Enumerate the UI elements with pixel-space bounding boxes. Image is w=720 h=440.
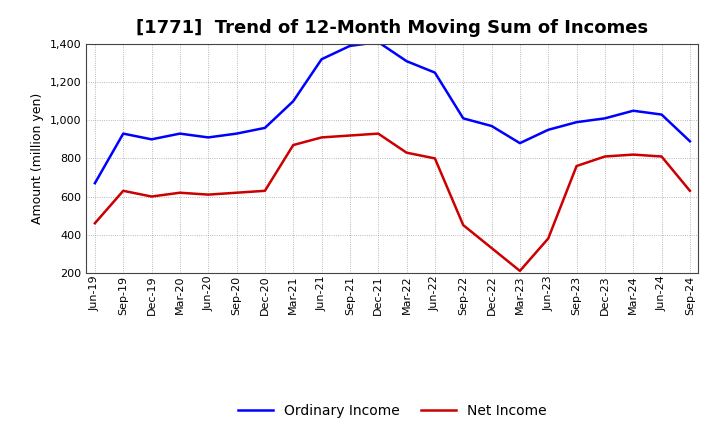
- Net Income: [572, 163, 581, 169]
- Ordinary Income: [431, 70, 439, 75]
- Net Income: [119, 188, 127, 194]
- Ordinary Income: [459, 116, 467, 121]
- Title: [1771]  Trend of 12-Month Moving Sum of Incomes: [1771] Trend of 12-Month Moving Sum of I…: [136, 19, 649, 37]
- Ordinary Income: [600, 116, 609, 121]
- Net Income: [148, 194, 156, 199]
- Net Income: [487, 246, 496, 251]
- Ordinary Income: [629, 108, 637, 114]
- Ordinary Income: [148, 137, 156, 142]
- Net Income: [629, 152, 637, 157]
- Net Income: [374, 131, 382, 136]
- Ordinary Income: [544, 127, 552, 132]
- Net Income: [176, 190, 184, 195]
- Net Income: [318, 135, 326, 140]
- Line: Ordinary Income: Ordinary Income: [95, 42, 690, 183]
- Ordinary Income: [487, 123, 496, 128]
- Net Income: [289, 143, 297, 148]
- Ordinary Income: [261, 125, 269, 131]
- Line: Net Income: Net Income: [95, 134, 690, 271]
- Net Income: [431, 156, 439, 161]
- Ordinary Income: [233, 131, 241, 136]
- Legend: Ordinary Income, Net Income: Ordinary Income, Net Income: [233, 399, 552, 424]
- Ordinary Income: [374, 40, 382, 45]
- Ordinary Income: [91, 180, 99, 186]
- Ordinary Income: [346, 43, 354, 48]
- Ordinary Income: [119, 131, 127, 136]
- Ordinary Income: [516, 140, 524, 146]
- Net Income: [600, 154, 609, 159]
- Net Income: [402, 150, 411, 155]
- Ordinary Income: [572, 120, 581, 125]
- Net Income: [233, 190, 241, 195]
- Ordinary Income: [176, 131, 184, 136]
- Ordinary Income: [657, 112, 666, 117]
- Net Income: [544, 236, 552, 241]
- Net Income: [346, 133, 354, 138]
- Y-axis label: Amount (million yen): Amount (million yen): [32, 93, 45, 224]
- Ordinary Income: [402, 59, 411, 64]
- Ordinary Income: [204, 135, 212, 140]
- Ordinary Income: [318, 57, 326, 62]
- Ordinary Income: [289, 99, 297, 104]
- Net Income: [459, 223, 467, 228]
- Net Income: [204, 192, 212, 197]
- Net Income: [657, 154, 666, 159]
- Net Income: [261, 188, 269, 194]
- Net Income: [516, 268, 524, 274]
- Ordinary Income: [685, 139, 694, 144]
- Net Income: [685, 188, 694, 194]
- Net Income: [91, 220, 99, 226]
